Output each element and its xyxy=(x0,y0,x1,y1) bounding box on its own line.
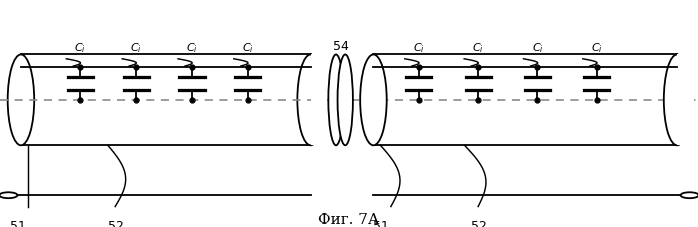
Ellipse shape xyxy=(360,54,387,145)
Circle shape xyxy=(0,192,17,198)
Text: $C_i$: $C_i$ xyxy=(74,42,87,55)
Text: 51: 51 xyxy=(373,220,389,227)
Text: $C_i$: $C_i$ xyxy=(531,42,544,55)
Text: $C_i$: $C_i$ xyxy=(130,42,142,55)
Text: 52: 52 xyxy=(471,220,487,227)
Ellipse shape xyxy=(328,54,343,145)
Text: Фиг. 7А: Фиг. 7А xyxy=(318,213,380,227)
Text: 54: 54 xyxy=(333,40,348,53)
Polygon shape xyxy=(311,54,327,145)
Circle shape xyxy=(681,192,698,198)
Text: $C_i$: $C_i$ xyxy=(242,42,254,55)
Ellipse shape xyxy=(664,54,690,145)
Ellipse shape xyxy=(338,54,353,145)
Text: 52: 52 xyxy=(108,220,124,227)
Text: $C_i$: $C_i$ xyxy=(186,42,198,55)
Ellipse shape xyxy=(8,54,34,145)
Text: 51: 51 xyxy=(10,220,27,227)
Text: $C_i$: $C_i$ xyxy=(413,42,425,55)
Ellipse shape xyxy=(297,54,324,145)
Polygon shape xyxy=(677,54,694,145)
Text: $C_i$: $C_i$ xyxy=(472,42,484,55)
Text: $C_i$: $C_i$ xyxy=(591,42,603,55)
